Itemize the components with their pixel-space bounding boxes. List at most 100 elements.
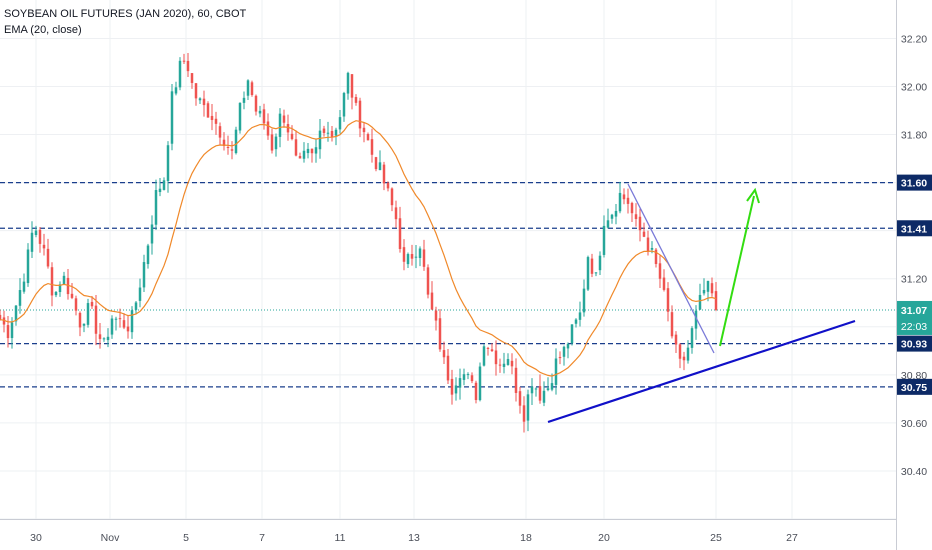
candle-body [70,293,74,298]
candle-body [198,98,202,101]
candle-body [398,218,402,249]
level-label-box [897,220,932,237]
candle-body [618,192,622,212]
ema-line-group [0,120,717,377]
candle-body [650,247,654,250]
candle-body [702,289,706,294]
candle-body [578,312,582,320]
candle-body [330,130,334,137]
candle-body [114,318,118,320]
candle-body [362,127,366,133]
level-label-box [897,174,932,191]
candle-body [162,180,166,190]
candle-body [170,91,174,144]
candle-body [182,60,186,62]
candle-body [358,100,362,129]
level-label-text: 30.93 [901,339,927,351]
time-tick-label: 18 [520,532,532,544]
candle-body [498,364,502,366]
candle-body [678,344,682,359]
candle-body [266,121,270,136]
candle-body [234,129,238,154]
candle-body [590,258,594,274]
candle-body [450,378,454,395]
candle-body [0,314,2,320]
candle-body [102,338,106,340]
candle-body [554,358,558,385]
candle-body [318,130,322,150]
candle-body [538,386,542,401]
candle-body [322,128,326,133]
time-tick-label: 25 [710,532,722,544]
candle-body [202,98,206,106]
candle-body [442,350,446,358]
candle-body [586,257,590,290]
candle-body [438,318,442,350]
candle-body [706,280,710,292]
candle-body [314,147,318,154]
candle-body [194,83,198,99]
candle-body [238,102,242,131]
candle-body [610,214,614,219]
candle-body [146,245,150,265]
candle-body [258,110,262,114]
candle-body [122,320,126,328]
candle-body [562,346,566,357]
time-tick-label: 13 [408,532,420,544]
candle-body [338,117,342,130]
candle-body [482,346,486,366]
candle-body [346,72,350,94]
candle-body [262,109,266,124]
time-tick-label: 7 [259,532,265,544]
candle-body [630,202,634,214]
candle-body [542,390,546,403]
candle-body [94,305,98,334]
candle-body [30,232,34,252]
candle-body [334,129,338,136]
candle-body [310,148,314,154]
candle-body [10,322,14,339]
candle-body [694,310,698,329]
candle-body [430,292,434,310]
price-tick-label: 30.60 [901,418,927,430]
candle-body [126,326,130,332]
candle-body [366,134,370,141]
candle-body [270,134,274,151]
candle-body [218,126,222,138]
time-tick-label: 20 [598,532,610,544]
candle-body [38,229,42,244]
grid [0,0,896,520]
candle-body [490,349,494,352]
candle-body [514,367,518,393]
candle-body [26,249,30,284]
candle-body [82,323,86,326]
candle-body [710,283,714,294]
candle-body [570,324,574,344]
support-trendline [547,319,856,424]
candle-body [674,334,678,345]
candle-body [390,188,394,206]
candle-body [626,197,630,204]
candle-body [350,74,354,98]
candle-body [54,291,58,296]
candle-body [662,277,666,290]
resistance-trendline [627,183,715,354]
candle-body [2,317,6,325]
candle-body [462,374,466,380]
candle-body [274,136,278,150]
candle-body [46,248,50,267]
candle-body [414,256,418,258]
candle-body [142,262,146,288]
chart-legend: SOYBEAN OIL FUTURES (JAN 2020), 60, CBOT… [4,6,246,38]
candle-body [486,347,490,349]
candle-body [98,334,102,339]
candle-body [226,146,230,148]
candle-body [282,115,286,123]
candle-body [666,288,670,312]
candle-body [18,290,22,306]
candle-body [394,207,398,220]
candle-body [494,350,498,365]
candle-body [254,95,258,112]
